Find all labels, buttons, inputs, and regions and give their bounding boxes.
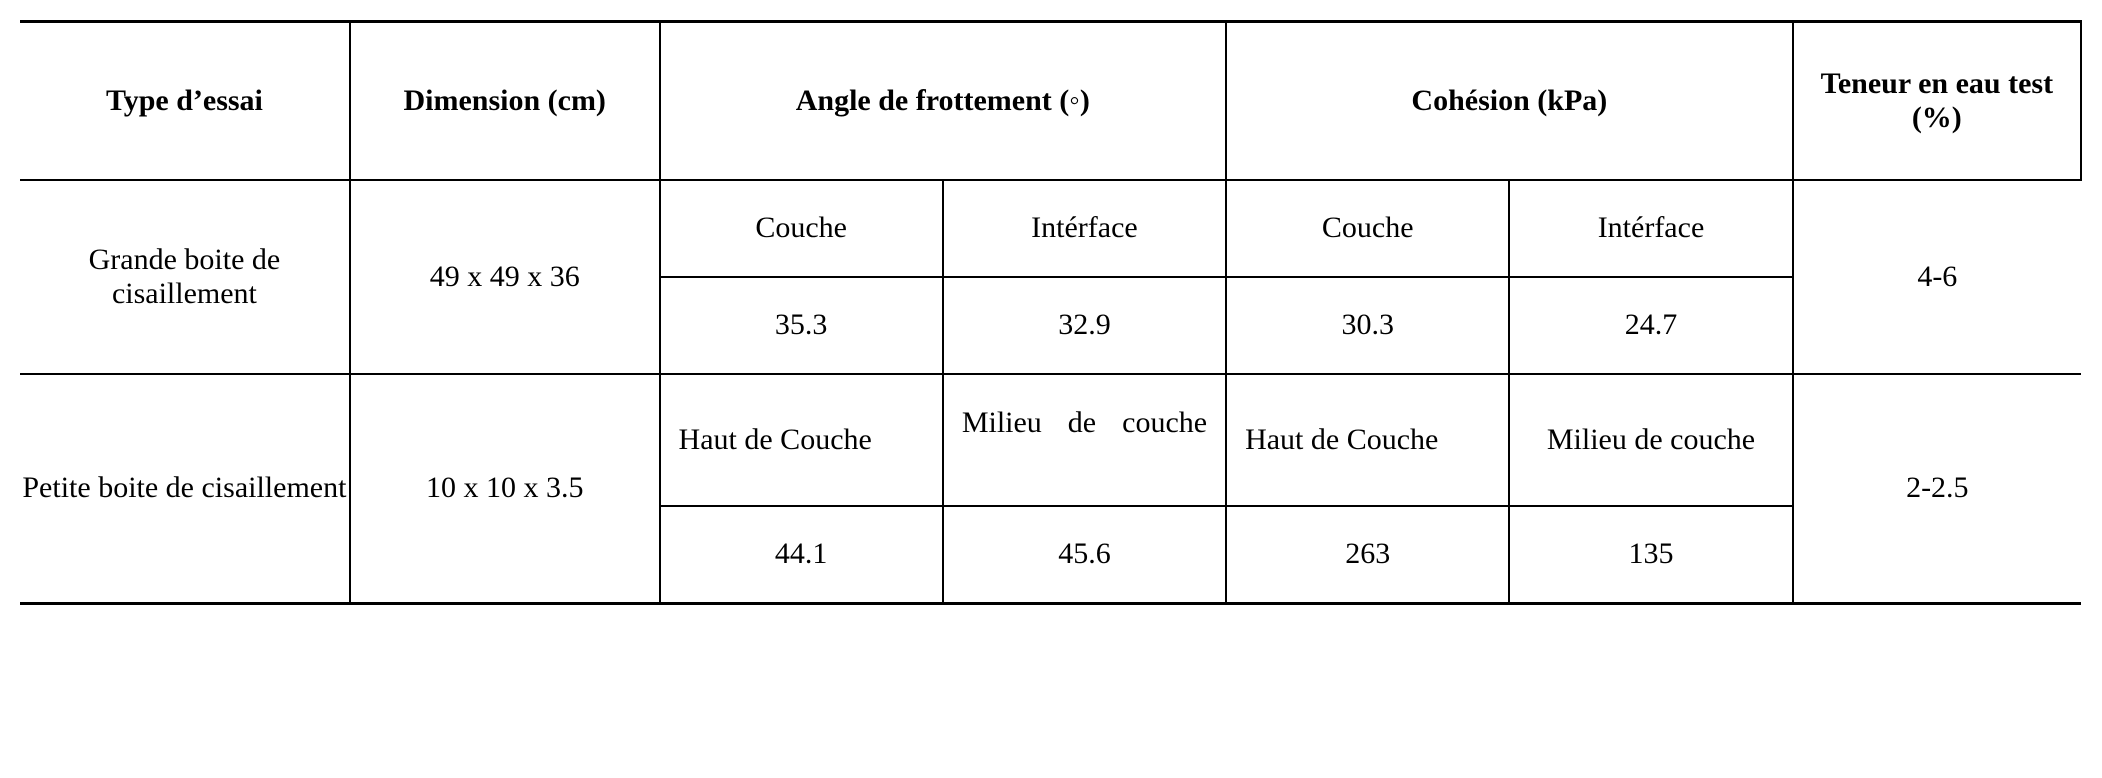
table-header-row: Type d’essai Dimension (cm) Angle de fro… [20,22,2081,180]
col-header-angle: Angle de frottement (◦) [660,22,1227,180]
cell-angle-val-2: 45.6 [943,506,1226,604]
cell-cohesion-val-1: 30.3 [1226,277,1509,374]
table-row: Petite boite de cisaillement 10 x 10 x 3… [20,374,2081,506]
table-row: Grande boite de cisaillement 49 x 49 x 3… [20,180,2081,277]
cell-cohesion-val-2: 24.7 [1509,277,1792,374]
col-header-water: Teneur en eau test (%) [1793,22,2081,180]
cell-cohesion-sub-2: Milieu de couche [1509,374,1792,506]
cell-water: 2-2.5 [1793,374,2081,604]
col-header-type: Type d’essai [20,22,350,180]
cell-cohesion-sub-1: Haut de Couche [1226,374,1509,506]
cell-type: Petite boite de cisaillement [20,374,350,604]
cell-type: Grande boite de cisaillement [20,180,350,374]
cell-cohesion-sub-2: Intérface [1509,180,1792,277]
cell-angle-sub-1: Couche [660,180,943,277]
cell-cohesion-val-1: 263 [1226,506,1509,604]
cell-angle-val-1: 35.3 [660,277,943,374]
cell-water: 4-6 [1793,180,2081,374]
cell-angle-sub-2: Milieu de couche [943,374,1226,506]
col-header-dimension: Dimension (cm) [350,22,660,180]
cell-angle-val-1: 44.1 [660,506,943,604]
cell-dimension: 49 x 49 x 36 [350,180,660,374]
shear-test-table: Type d’essai Dimension (cm) Angle de fro… [20,20,2082,605]
cell-angle-val-2: 32.9 [943,277,1226,374]
cell-cohesion-val-2: 135 [1509,506,1792,604]
col-header-cohesion: Cohésion (kPa) [1226,22,1793,180]
cell-angle-sub-1: Haut de Couche [660,374,943,506]
cell-cohesion-sub-1: Couche [1226,180,1509,277]
cell-dimension: 10 x 10 x 3.5 [350,374,660,604]
cell-angle-sub-2: Intérface [943,180,1226,277]
